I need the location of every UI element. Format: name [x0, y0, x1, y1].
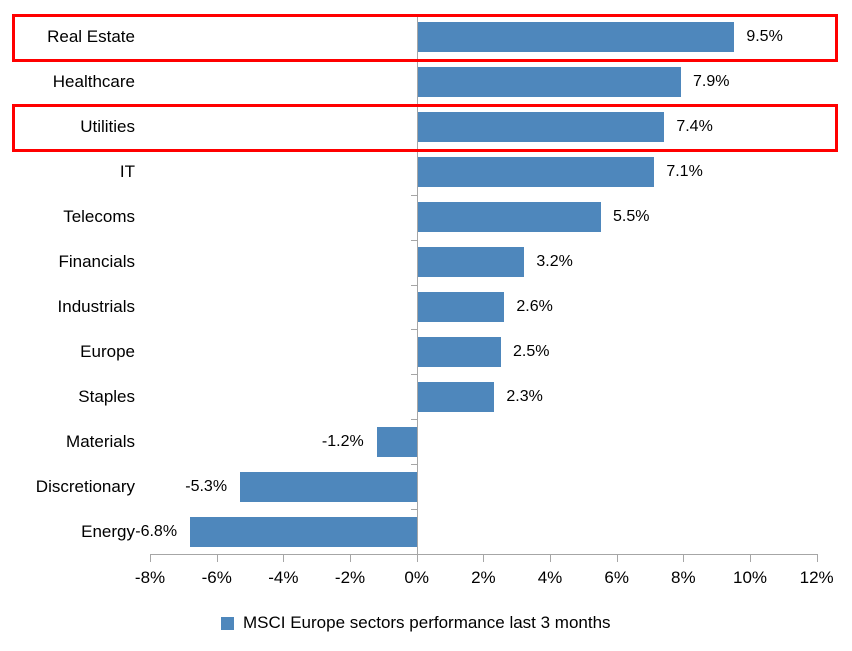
x-axis-tick — [816, 554, 818, 562]
x-axis-tick — [750, 554, 751, 562]
value-label: 2.6% — [516, 297, 553, 315]
category-label-financials: Financials — [58, 252, 135, 272]
y-axis-tick — [410, 194, 417, 196]
bar-industrials — [417, 291, 505, 322]
highlight-box-utilities — [12, 103, 838, 152]
x-axis-tick-label: -6% — [201, 568, 232, 587]
y-axis-tick — [410, 284, 417, 286]
category-label-materials: Materials — [66, 431, 135, 451]
category-label-telecoms: Telecoms — [63, 207, 135, 227]
y-axis-tick — [410, 419, 417, 421]
bar-discretionary — [240, 471, 417, 502]
x-axis-tick-label: 4% — [537, 568, 563, 587]
bar-staples — [417, 381, 495, 412]
y-axis-tick — [410, 239, 417, 241]
x-axis-tick-label: 8% — [671, 568, 696, 587]
x-axis-tick — [216, 554, 218, 562]
bar-energy — [190, 516, 417, 547]
category-label-discretionary: Discretionary — [35, 476, 135, 496]
x-axis-tick-label: 0% — [404, 568, 429, 587]
x-axis-tick-label: -4% — [268, 568, 299, 587]
value-label: 5.5% — [613, 208, 650, 226]
x-axis-tick-label: -2% — [334, 568, 366, 587]
category-label-industrials: Industrials — [57, 296, 135, 316]
highlight-box-real-estate — [12, 14, 838, 62]
x-axis-tick — [416, 554, 418, 562]
legend: MSCI Europe sectors performance last 3 m… — [221, 613, 611, 633]
bar-utilities — [417, 112, 665, 143]
x-axis-tick-label: 6% — [604, 568, 629, 587]
x-axis-tick-label: -8% — [134, 568, 166, 587]
category-label-real-estate: Real Estate — [47, 27, 135, 47]
value-label: 2.5% — [513, 342, 550, 360]
x-axis-tick-label: 10% — [732, 568, 768, 587]
value-label: 7.4% — [676, 118, 713, 136]
category-label-it: IT — [119, 162, 135, 182]
category-label-europe: Europe — [80, 341, 135, 361]
category-label-healthcare: Healthcare — [52, 72, 135, 92]
x-axis-tick — [616, 554, 618, 562]
value-label: -5.3% — [185, 477, 228, 495]
value-label: 2.3% — [506, 387, 543, 405]
y-axis-line — [416, 15, 418, 554]
value-label: 7.1% — [666, 163, 703, 181]
y-axis-tick — [410, 509, 417, 511]
legend-swatch-icon — [221, 616, 234, 630]
x-axis-tick — [283, 554, 285, 562]
value-label: 9.5% — [746, 28, 783, 46]
legend-label: MSCI Europe sectors performance last 3 m… — [243, 613, 611, 632]
bar-real-estate — [417, 22, 735, 53]
bar-telecoms — [417, 202, 601, 233]
value-label: 3.2% — [536, 253, 573, 271]
x-axis-tick — [483, 554, 485, 562]
x-axis-tick — [150, 554, 152, 562]
category-label-staples: Staples — [78, 386, 135, 406]
value-label: 7.9% — [693, 73, 730, 91]
y-axis-tick — [410, 329, 417, 331]
value-label: -1.2% — [321, 432, 364, 450]
x-axis-tick — [350, 554, 352, 562]
x-axis-tick — [683, 554, 685, 562]
value-label: -6.8% — [135, 522, 178, 540]
x-axis-tick — [550, 554, 552, 562]
bar-europe — [417, 336, 501, 367]
y-axis-tick — [410, 464, 417, 466]
bar-healthcare — [417, 67, 681, 98]
x-axis-tick-label: 2% — [471, 568, 496, 587]
bar-financials — [417, 247, 525, 278]
bar-materials — [376, 426, 417, 457]
bar-it — [417, 157, 655, 188]
y-axis-tick — [410, 374, 417, 376]
x-axis-tick-label: 12% — [799, 568, 834, 587]
category-label-energy: Energy — [81, 521, 135, 541]
category-label-utilities: Utilities — [80, 117, 135, 137]
